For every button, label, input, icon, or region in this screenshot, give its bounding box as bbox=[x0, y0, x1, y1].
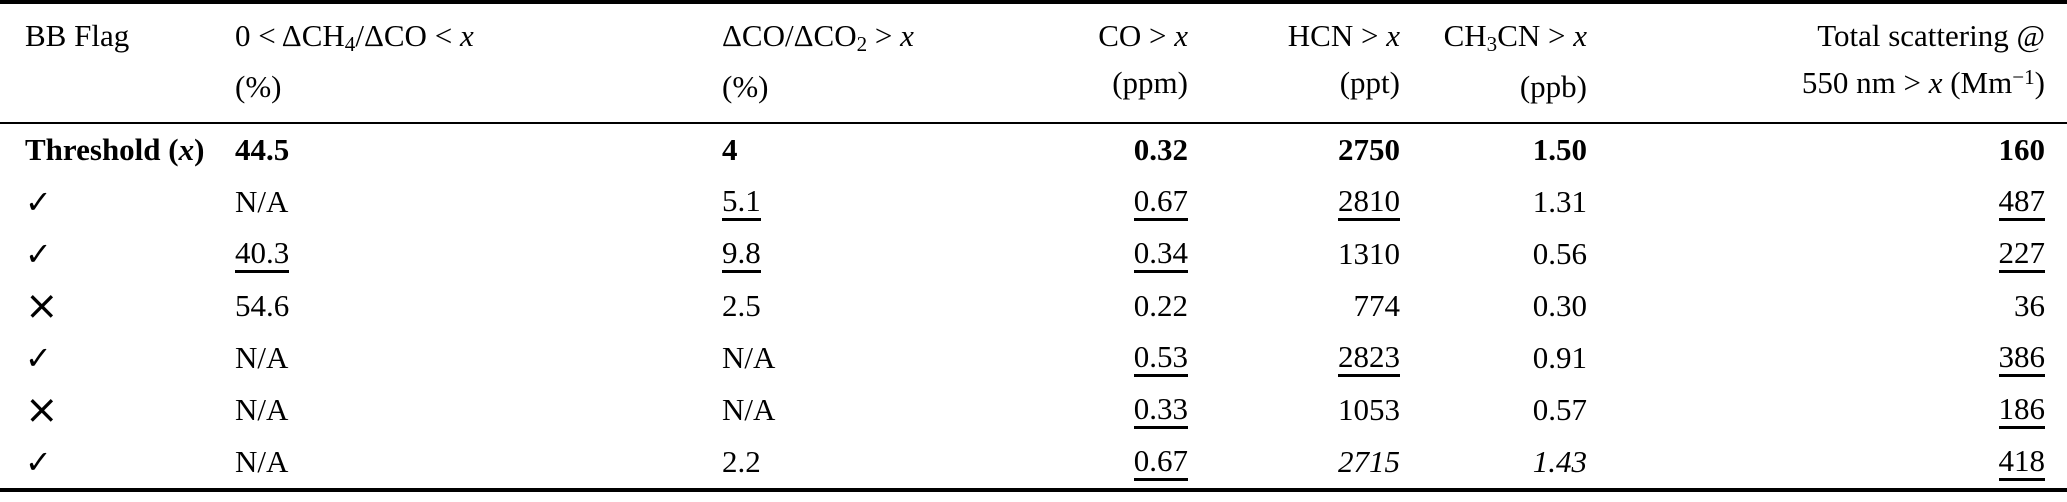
column-header-label: Total scattering @ bbox=[1817, 18, 2045, 53]
table-row: ✓ 40.3 9.8 0.34 1310 0.56 227 bbox=[0, 228, 2067, 280]
column-header-total-scattering: Total scattering @ 550 nm > x (Mm−1) bbox=[1587, 2, 2067, 124]
cell-dco-dco2: 2.5 bbox=[722, 288, 761, 323]
column-header-label: HCN > x bbox=[1287, 18, 1400, 53]
column-header-unit: (%) bbox=[722, 69, 769, 104]
column-header-unit: (ppm) bbox=[1112, 65, 1188, 100]
cell-total-scattering: 186 bbox=[1587, 384, 2067, 436]
column-header-dch4-dco-ratio: 0 < ΔCH4/ΔCO < x (%) bbox=[235, 2, 722, 124]
cross-icon: × bbox=[25, 282, 59, 329]
cell-dch4-dco: N/A bbox=[235, 184, 289, 219]
cell-dch4-dco: N/A bbox=[235, 340, 289, 375]
column-header-label: CO > x bbox=[1098, 18, 1188, 53]
cell-row-label: Threshold (x) bbox=[0, 123, 235, 176]
cell-co: 0.33 bbox=[1040, 384, 1188, 436]
cell-co: 0.34 bbox=[1040, 228, 1188, 280]
cell-co: 0.53 bbox=[1040, 332, 1188, 384]
cell-hcn: 1053 bbox=[1338, 392, 1400, 427]
threshold-row: Threshold (x) 44.5 4 0.32 2750 1.50 160 bbox=[0, 123, 2067, 176]
threshold-label: Threshold (x) bbox=[25, 132, 205, 167]
column-header-co: CO > x (ppm) bbox=[1040, 2, 1188, 124]
cell-ch3cn: 0.56 bbox=[1532, 236, 1587, 271]
check-icon: ✓ bbox=[25, 339, 52, 377]
cell-hcn: 1310 bbox=[1338, 236, 1400, 271]
cell-bb-flag: ✓ bbox=[0, 332, 235, 384]
cell-co: 0.22 bbox=[1133, 288, 1188, 323]
header-row: BB Flag 0 < ΔCH4/ΔCO < x (%) ΔCO/ΔCO2 > … bbox=[0, 2, 2067, 124]
cell-dch4-dco: N/A bbox=[235, 444, 289, 479]
cell-dch4-dco: 54.6 bbox=[235, 288, 290, 323]
check-icon: ✓ bbox=[25, 443, 52, 481]
cell-ch3cn: 1.31 bbox=[1532, 184, 1587, 219]
table-row: × 54.6 2.5 0.22 774 0.30 36 bbox=[0, 280, 2067, 332]
column-header-dco-dco2-ratio: ΔCO/ΔCO2 > x (%) bbox=[722, 2, 1040, 124]
column-header-label: ΔCO/ΔCO2 > x bbox=[722, 18, 914, 56]
cell-total-scattering: 487 bbox=[1587, 176, 2067, 228]
column-header-bb-flag: BB Flag bbox=[0, 2, 235, 124]
cell-hcn: 2823 bbox=[1188, 332, 1400, 384]
cell-dco-dco2: 5.1 bbox=[722, 176, 1040, 228]
cell-ch3cn: 0.30 bbox=[1532, 288, 1587, 323]
cell-bb-flag: × bbox=[0, 384, 235, 436]
table-row: ✓ N/A 5.1 0.67 2810 1.31 487 bbox=[0, 176, 2067, 228]
cell-ch3cn: 0.91 bbox=[1532, 340, 1587, 375]
cell-bb-flag: ✓ bbox=[0, 228, 235, 280]
check-icon: ✓ bbox=[25, 183, 52, 221]
cell-bb-flag: × bbox=[0, 280, 235, 332]
cell-total-scattering: 160 bbox=[1998, 132, 2046, 167]
column-header-unit: (ppb) bbox=[1519, 69, 1587, 104]
table-row: × N/A N/A 0.33 1053 0.57 186 bbox=[0, 384, 2067, 436]
cell-co: 0.32 bbox=[1133, 132, 1188, 167]
cell-dco-dco2: 2.2 bbox=[722, 444, 761, 479]
column-header-unit: (ppt) bbox=[1339, 65, 1400, 100]
cell-total-scattering: 418 bbox=[1587, 436, 2067, 490]
column-header-label: 0 < ΔCH4/ΔCO < x bbox=[235, 18, 474, 56]
cell-co: 0.67 bbox=[1040, 176, 1188, 228]
cell-ch3cn: 1.43 bbox=[1532, 444, 1587, 479]
cell-bb-flag: ✓ bbox=[0, 176, 235, 228]
cell-total-scattering: 227 bbox=[1587, 228, 2067, 280]
column-header-hcn: HCN > x (ppt) bbox=[1188, 2, 1400, 124]
column-header-ch3cn: CH3CN > x (ppb) bbox=[1400, 2, 1587, 124]
cell-hcn: 2810 bbox=[1188, 176, 1400, 228]
cell-hcn: 2750 bbox=[1338, 132, 1400, 167]
column-header-label: CH3CN > x bbox=[1443, 18, 1587, 56]
cross-icon: × bbox=[25, 386, 59, 433]
cell-dco-dco2: N/A bbox=[722, 392, 776, 427]
cell-co: 0.67 bbox=[1040, 436, 1188, 490]
column-header-unit: (%) bbox=[235, 69, 282, 104]
check-icon: ✓ bbox=[25, 235, 52, 273]
cell-dco-dco2: 9.8 bbox=[722, 228, 1040, 280]
cell-ch3cn: 1.50 bbox=[1532, 132, 1587, 167]
cell-total-scattering: 36 bbox=[2014, 288, 2045, 323]
table-row: ✓ N/A N/A 0.53 2823 0.91 386 bbox=[0, 332, 2067, 384]
cell-hcn: 2715 bbox=[1338, 444, 1400, 479]
cell-ch3cn: 0.57 bbox=[1532, 392, 1587, 427]
cell-dch4-dco: N/A bbox=[235, 392, 289, 427]
cell-total-scattering: 386 bbox=[1587, 332, 2067, 384]
cell-dco-dco2: N/A bbox=[722, 340, 776, 375]
cell-dch4-dco: 44.5 bbox=[235, 132, 290, 167]
cell-dco-dco2: 4 bbox=[722, 132, 738, 167]
cell-hcn: 774 bbox=[1353, 288, 1401, 323]
column-header-label: BB Flag bbox=[25, 18, 130, 53]
table-row: ✓ N/A 2.2 0.67 2715 1.43 418 bbox=[0, 436, 2067, 490]
column-header-unit: 550 nm > x (Mm−1) bbox=[1801, 64, 2045, 100]
cell-bb-flag: ✓ bbox=[0, 436, 235, 490]
cell-dch4-dco: 40.3 bbox=[235, 228, 722, 280]
